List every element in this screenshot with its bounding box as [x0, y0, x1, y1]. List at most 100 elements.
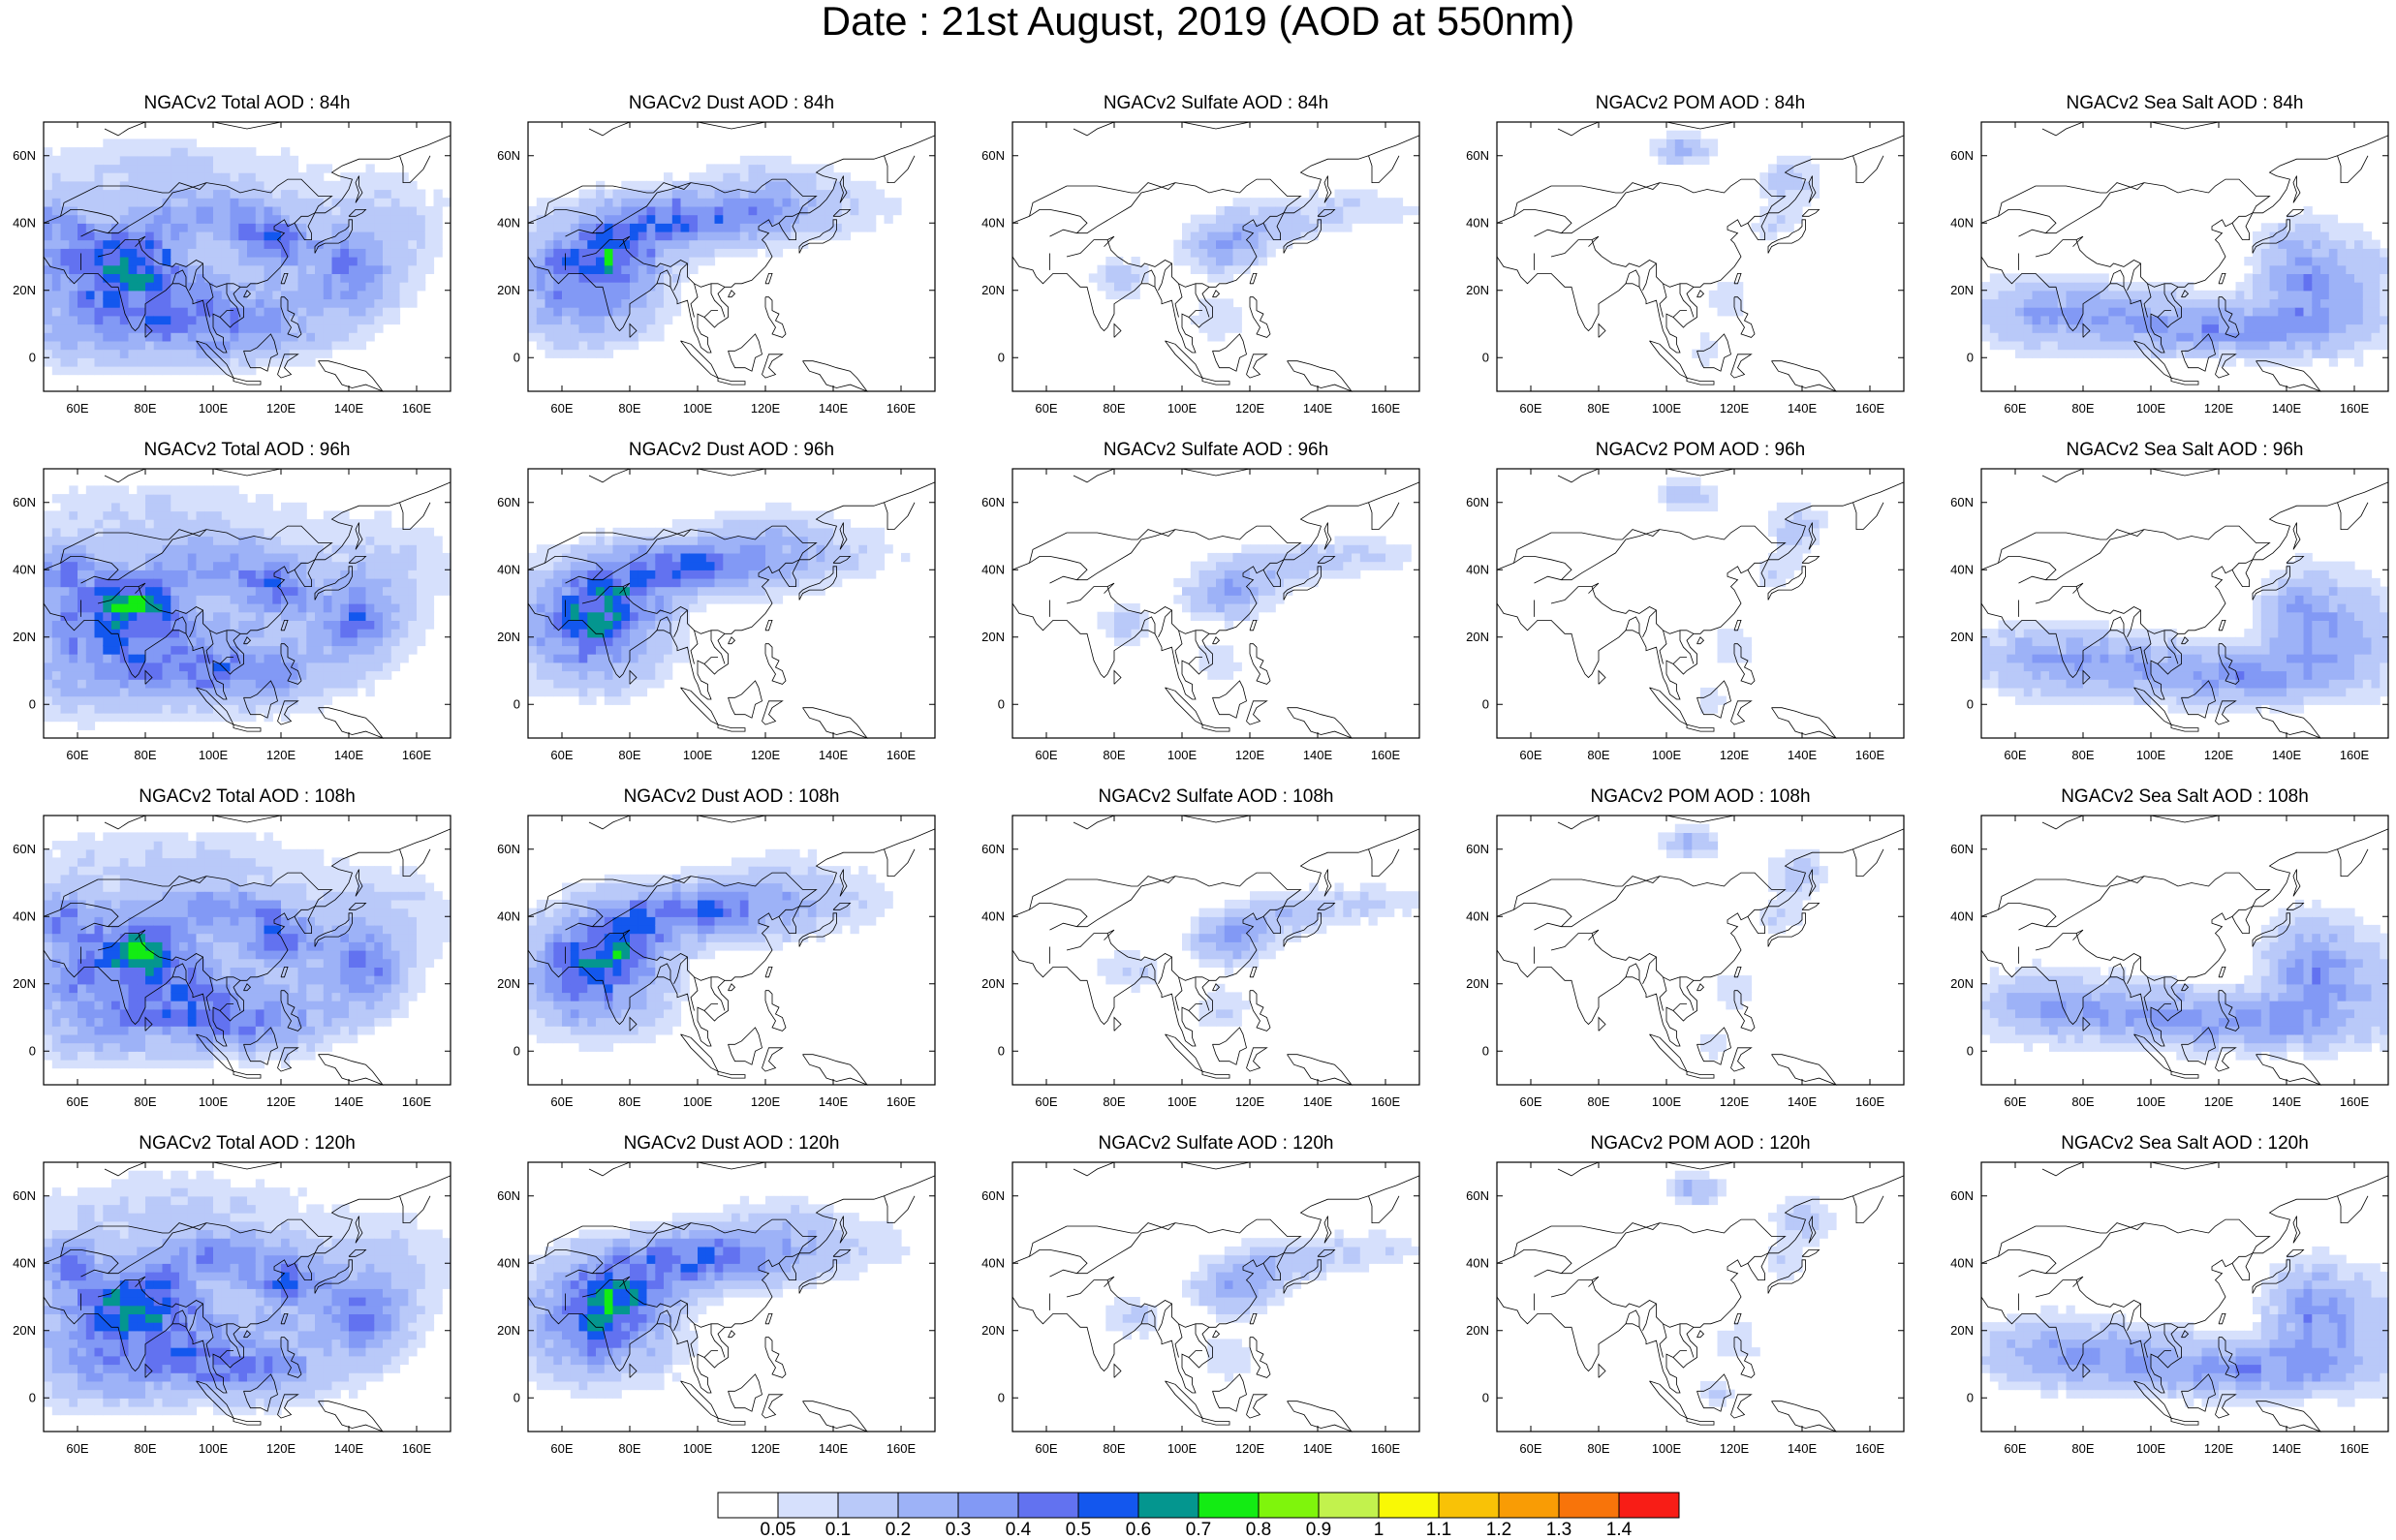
aod-cell — [1233, 198, 1242, 206]
aod-cell — [2108, 332, 2117, 341]
aod-cell — [204, 248, 213, 257]
aod-cell — [408, 231, 417, 240]
aod-cell — [817, 223, 825, 231]
aod-cell — [358, 671, 366, 680]
aod-cell — [2067, 291, 2075, 299]
aod-cell — [605, 612, 613, 621]
aod-cell — [1267, 570, 1276, 578]
aod-cell — [315, 679, 324, 688]
aod-cell — [197, 206, 205, 215]
lat-tick-label: 40N — [1466, 215, 1489, 230]
aod-cell — [231, 156, 239, 165]
aod-cell — [783, 544, 792, 553]
aod-cell — [61, 704, 70, 713]
aod-cell — [366, 662, 375, 671]
aod-cell — [715, 164, 724, 172]
aod-cell — [188, 629, 197, 637]
aod-cell — [145, 248, 154, 257]
aod-cell — [1309, 198, 1318, 206]
aod-cell — [52, 172, 61, 181]
aod-cell — [281, 206, 290, 215]
aod-cell — [103, 139, 111, 147]
aod-cell — [1360, 562, 1369, 570]
aod-cell — [366, 164, 375, 172]
aod-cell — [808, 181, 817, 190]
aod-cell — [1666, 131, 1675, 139]
aod-cell — [52, 696, 61, 705]
aod-cell — [332, 620, 341, 629]
aod-cell — [272, 273, 281, 282]
aod-cell — [179, 366, 188, 375]
aod-cell — [315, 332, 324, 341]
aod-cell — [1259, 206, 1267, 215]
aod-cell — [324, 341, 332, 350]
lon-tick-label: 100E — [683, 748, 713, 762]
aod-cell — [197, 248, 205, 257]
aod-cell — [171, 332, 179, 341]
aod-cell — [2380, 307, 2388, 316]
aod-cell — [52, 341, 61, 350]
aod-cell — [1981, 332, 1990, 341]
aod-cell — [52, 298, 61, 307]
aod-cell — [1377, 215, 1385, 224]
aod-cell — [358, 629, 366, 637]
aod-cell — [833, 537, 842, 545]
aod-cell — [111, 654, 120, 662]
aod-cell — [256, 544, 264, 553]
aod-cell — [61, 282, 70, 291]
aod-cell — [442, 553, 451, 562]
aod-cell — [103, 265, 111, 274]
aod-cell — [2372, 307, 2380, 316]
aod-cell — [44, 190, 52, 199]
aod-cell — [858, 537, 867, 545]
aod-cell — [52, 494, 61, 503]
aod-cell — [129, 223, 138, 231]
aod-cell — [851, 206, 859, 215]
aod-cell — [171, 172, 179, 181]
aod-cell — [222, 257, 231, 265]
aod-cell — [1250, 570, 1259, 578]
aod-cell — [723, 544, 731, 553]
aod-cell — [537, 578, 545, 587]
aod-cell — [86, 164, 95, 172]
aod-cell — [417, 206, 425, 215]
aod-cell — [1275, 544, 1284, 553]
aod-cell — [222, 156, 231, 165]
aod-cell — [52, 366, 61, 375]
aod-cell — [2236, 307, 2245, 316]
aod-cell — [154, 519, 163, 528]
aod-cell — [664, 248, 672, 257]
aod-cell — [332, 654, 341, 662]
aod-cell — [867, 562, 876, 570]
aod-cell — [672, 537, 681, 545]
aod-cell — [2338, 316, 2347, 324]
aod-cell — [222, 595, 231, 603]
aod-cell — [298, 357, 307, 366]
aod-cell — [596, 273, 605, 282]
aod-cell — [213, 637, 222, 646]
aod-cell — [391, 562, 400, 570]
aod-cell — [1352, 537, 1360, 545]
aod-cell — [698, 198, 706, 206]
aod-cell — [103, 273, 111, 282]
aod-cell — [740, 578, 749, 587]
aod-cell — [366, 654, 375, 662]
aod-cell — [715, 172, 724, 181]
aod-cell — [689, 172, 698, 181]
aod-cell — [298, 528, 307, 537]
aod-cell — [731, 248, 740, 257]
aod-cell — [129, 578, 138, 587]
aod-cell — [2304, 282, 2313, 291]
aod-cell — [1981, 307, 1990, 316]
aod-cell — [213, 570, 222, 578]
aod-cell — [129, 350, 138, 358]
aod-cell — [621, 629, 630, 637]
coastline — [2151, 122, 2219, 129]
aod-cell — [358, 578, 366, 587]
aod-cell — [638, 645, 647, 654]
coastline — [2219, 273, 2225, 283]
aod-cell — [281, 528, 290, 537]
aod-cell — [579, 307, 588, 316]
aod-cell — [2329, 257, 2338, 265]
